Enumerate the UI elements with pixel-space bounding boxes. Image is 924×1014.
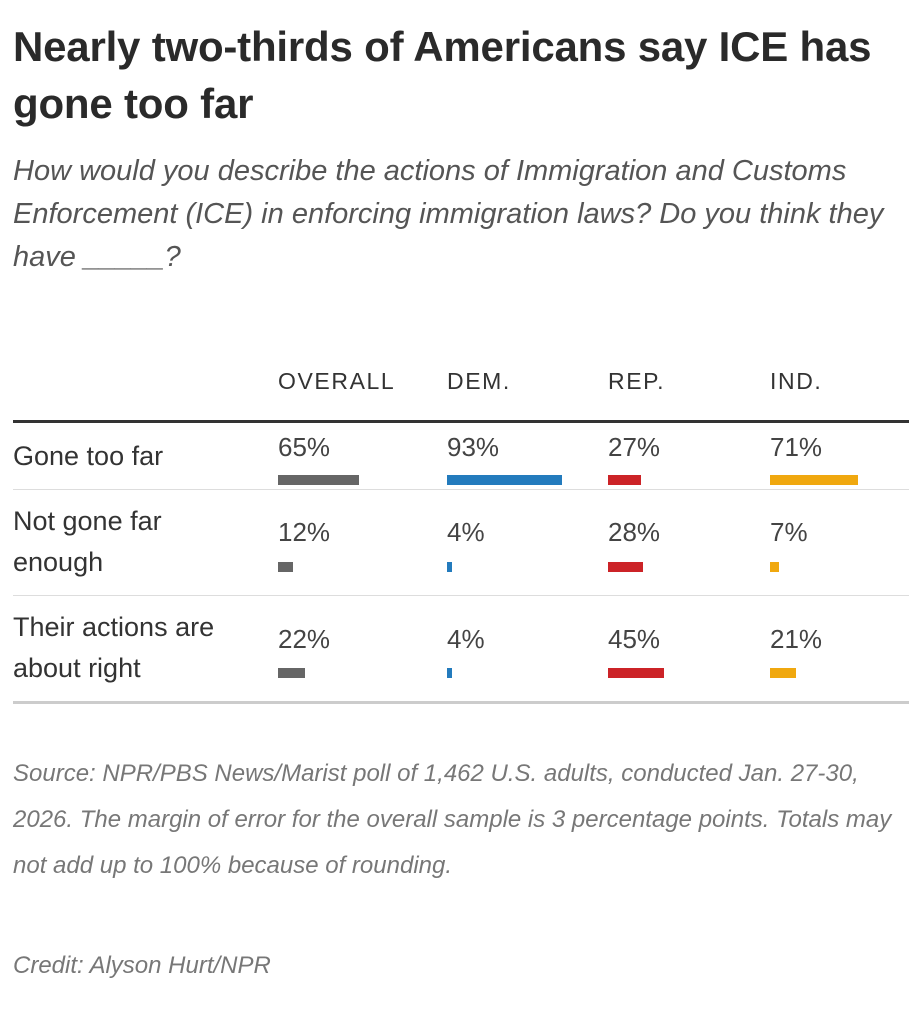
bar-not-far-enough-overall [278, 562, 293, 572]
column-header-dem: DEM. [447, 368, 511, 394]
bar-gone-too-far-dem [447, 475, 562, 485]
value-not-far-enough-overall: 12% [278, 517, 331, 547]
column-header-rep: REP. [608, 368, 666, 394]
bar-not-far-enough-dem [447, 562, 452, 572]
value-gone-too-far-dem: 93% [447, 432, 500, 462]
value-not-far-enough-rep: 28% [608, 517, 661, 547]
bar-about-right-ind [770, 668, 796, 678]
table-top-rule [13, 420, 909, 423]
value-gone-too-far-overall: 65% [278, 432, 331, 462]
bar-not-far-enough-rep [608, 562, 643, 572]
row-divider [13, 595, 909, 596]
bar-gone-too-far-rep [608, 475, 641, 485]
bar-about-right-dem [447, 668, 452, 678]
bar-not-far-enough-ind [770, 562, 779, 572]
source-note: Source: NPR/PBS News/Marist poll of 1,46… [13, 760, 892, 879]
row-divider [13, 489, 909, 490]
value-about-right-rep: 45% [608, 624, 661, 654]
row-label-about-right: Their actions are about right [13, 612, 215, 683]
bar-about-right-overall [278, 668, 305, 678]
row-label-not-gone-far-enough: Not gone far enough [13, 506, 162, 577]
column-header-ind: IND. [770, 368, 823, 394]
credit-line: Credit: Alyson Hurt/NPR [13, 952, 271, 979]
value-about-right-ind: 21% [770, 624, 823, 654]
column-header-overall: OVERALL [278, 368, 396, 394]
chart-title: Nearly two-thirds of Americans say ICE h… [13, 23, 872, 127]
bar-about-right-rep [608, 668, 664, 678]
bar-gone-too-far-overall [278, 475, 359, 485]
row-label-gone-too-far: Gone too far [13, 441, 164, 471]
bar-gone-too-far-ind [770, 475, 858, 485]
table-bottom-rule [13, 701, 909, 704]
value-not-far-enough-dem: 4% [447, 517, 485, 547]
value-about-right-dem: 4% [447, 624, 485, 654]
chart-subtitle: How would you describe the actions of Im… [13, 155, 884, 273]
value-gone-too-far-rep: 27% [608, 432, 661, 462]
value-about-right-overall: 22% [278, 624, 331, 654]
value-gone-too-far-ind: 71% [770, 432, 823, 462]
value-not-far-enough-ind: 7% [770, 517, 808, 547]
